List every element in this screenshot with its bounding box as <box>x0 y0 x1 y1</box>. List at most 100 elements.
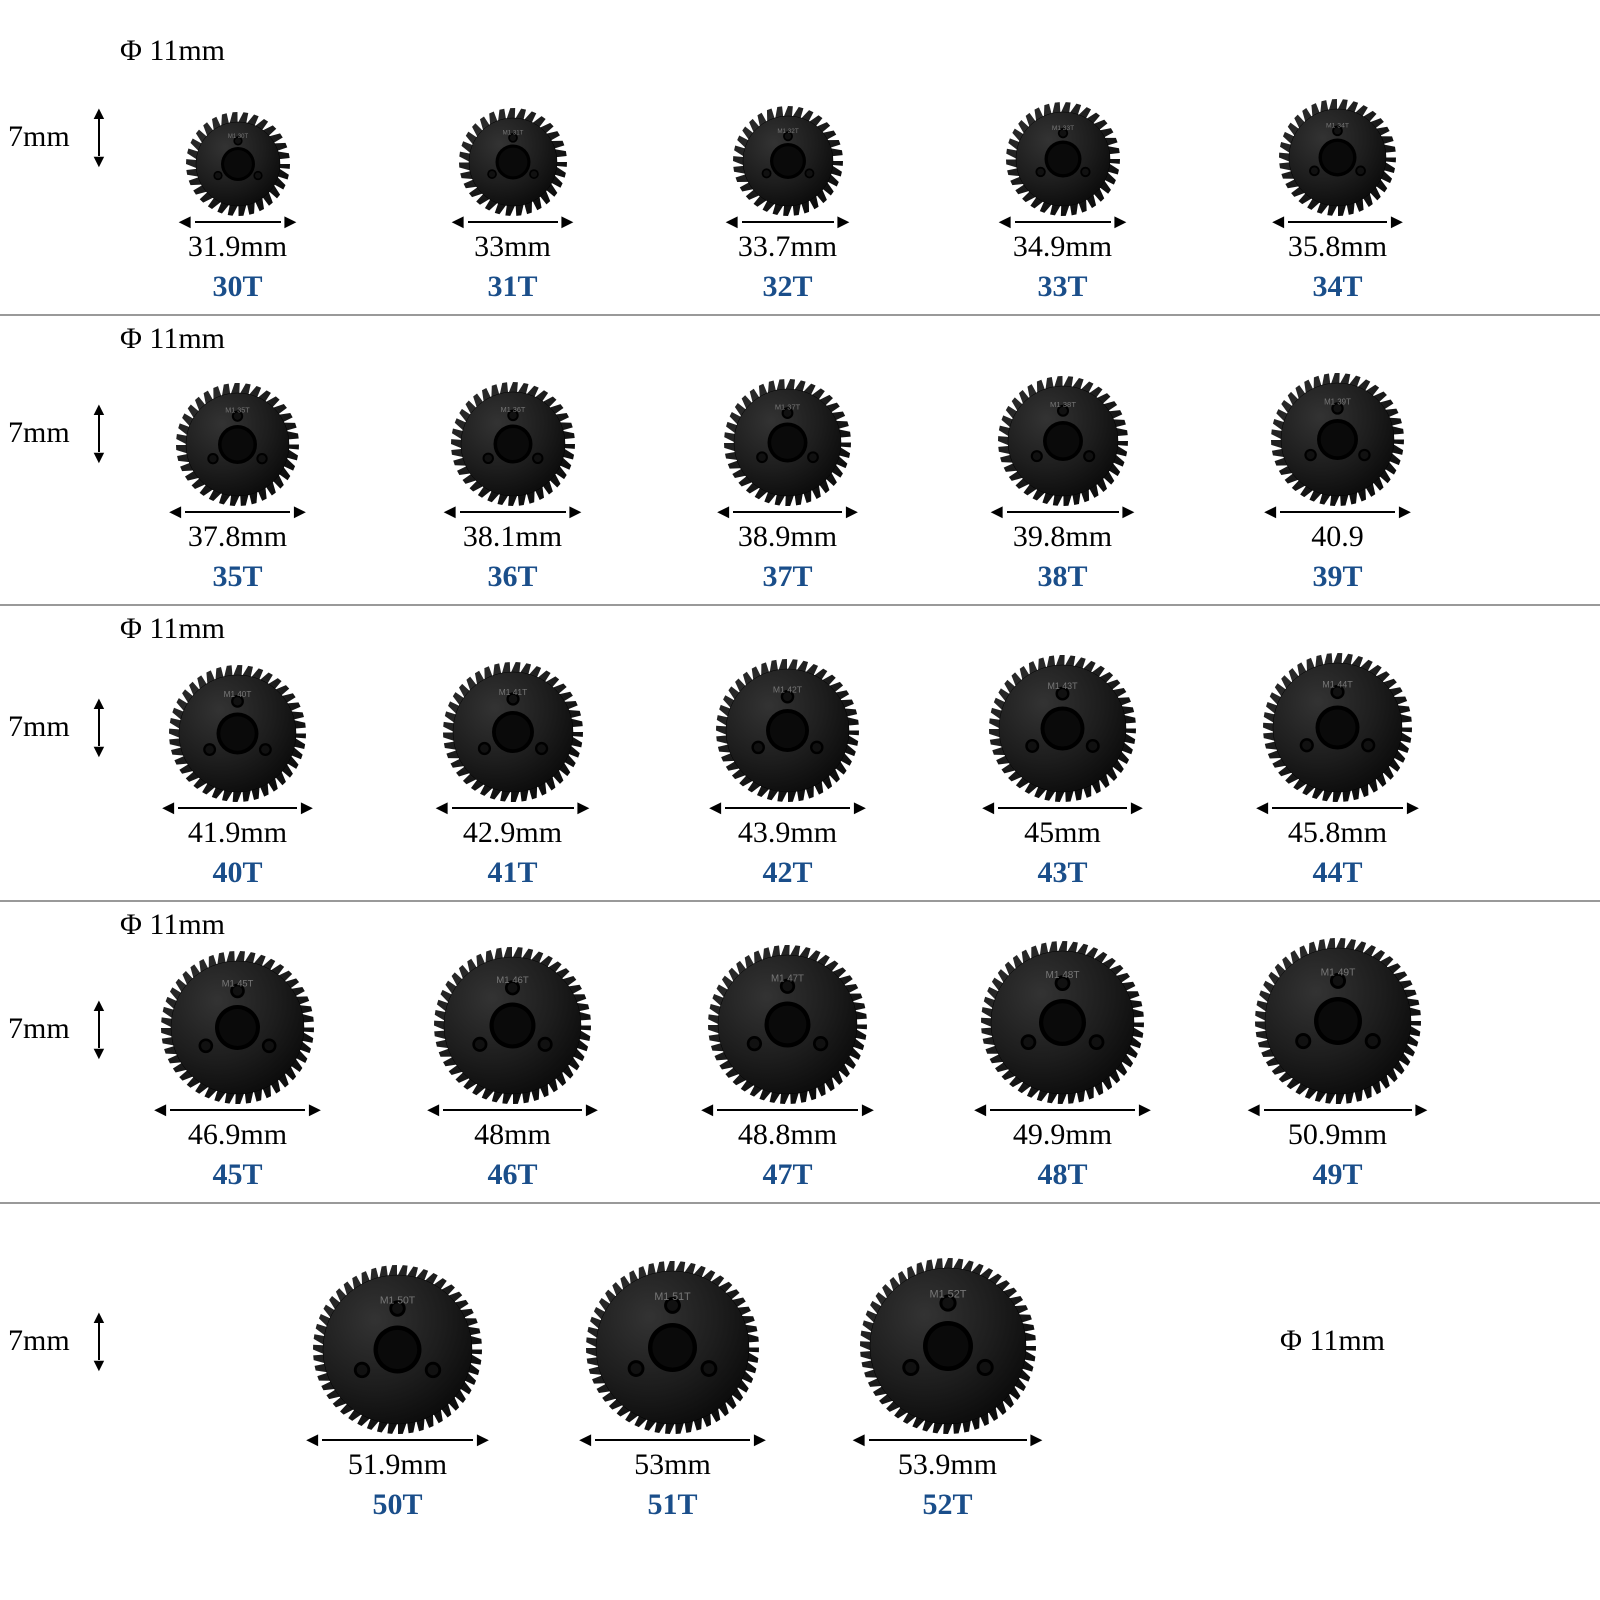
tooth-count-label: 37T <box>762 560 812 594</box>
svg-text:M1 50T: M1 50T <box>380 1295 416 1306</box>
svg-text:M1 34T: M1 34T <box>1326 122 1349 129</box>
diameter-arrow-icon: ◄► <box>1244 1106 1432 1114</box>
gear-icon: M1 36T <box>451 382 575 506</box>
svg-text:M1 36T: M1 36T <box>500 405 525 414</box>
row-inner: M1 35T ◄►37.8mm35T M1 36T ◄►38.1mm36T <box>0 316 1600 604</box>
diameter-arrow-icon: ◄► <box>158 804 317 812</box>
tooth-count-label: 44T <box>1312 856 1362 890</box>
gear-icon: M1 32T <box>733 106 843 216</box>
gear-row: Φ 11mm7mm▲▼ M1 45T ◄►46.9mm45T M1 46T <box>0 902 1600 1204</box>
bore-diameter-label: Φ 11mm <box>120 612 225 646</box>
gear-icon: M1 46T <box>434 947 591 1104</box>
svg-text:M1 33T: M1 33T <box>1051 125 1073 132</box>
gear-cell: M1 41T ◄►42.9mm41T <box>375 652 650 900</box>
gear-cell: M1 47T ◄►48.8mm47T <box>650 935 925 1202</box>
diameter-arrow-icon: ◄► <box>970 1106 1155 1114</box>
diameter-label: 33mm <box>474 230 551 264</box>
tooth-count-label: 52T <box>922 1488 972 1522</box>
gear-icon: M1 52T <box>860 1258 1036 1434</box>
gear-icon: M1 37T <box>724 379 851 506</box>
gear-icon: M1 48T <box>981 941 1144 1104</box>
svg-text:M1 52T: M1 52T <box>929 1289 966 1301</box>
gear-cell: M1 43T ◄►45mm43T <box>925 645 1200 900</box>
svg-text:M1 51T: M1 51T <box>654 1291 691 1303</box>
tooth-count-label: 36T <box>487 560 537 594</box>
thickness-arrow-icon: ▲▼ <box>90 404 108 462</box>
tooth-count-label: 42T <box>762 856 812 890</box>
svg-text:M1 32T: M1 32T <box>777 128 799 135</box>
diameter-label: 41.9mm <box>188 816 287 850</box>
thickness-label: 7mm <box>8 710 70 744</box>
diameter-label: 48mm <box>474 1118 551 1152</box>
gear-cell: M1 48T ◄► 49.9mm 48T <box>925 931 1200 1202</box>
diameter-label: 40.9 <box>1311 520 1364 554</box>
tooth-count-label: 39T <box>1312 560 1362 594</box>
row-inner: M1 50T ◄►51.9mm50T M1 51T ◄►53mm51T <box>0 1204 1600 1532</box>
bore-diameter-label: Φ 11mm <box>120 322 225 356</box>
gear-cell: M1 36T ◄►38.1mm36T <box>375 372 650 604</box>
tooth-count-label: 49T <box>1312 1158 1362 1192</box>
svg-text:M1 46T: M1 46T <box>496 975 529 986</box>
row-inner: M1 45T ◄►46.9mm45T M1 46T ◄►48mm46T <box>0 902 1600 1202</box>
row-inner: M1 40T ◄► 41.9mm 40T M1 41T ◄►42.9mm41T <box>0 606 1600 900</box>
tooth-count-label: 40T <box>212 856 262 890</box>
gear-cell: M1 32T ◄►33.7mm32T <box>650 96 925 314</box>
tooth-count-label: 50T <box>372 1488 422 1522</box>
diameter-arrow-icon: ◄► <box>175 218 301 226</box>
thickness-arrow-icon: ▲▼ <box>90 1312 108 1370</box>
diameter-arrow-icon: ◄► <box>722 218 854 226</box>
gear-cell: M1 30T ◄►31.9mm30T <box>100 102 375 314</box>
gear-icon: M1 49T <box>1255 938 1421 1104</box>
diameter-arrow-icon: ◄► <box>1252 804 1423 812</box>
gear-row: Φ 11mm7mm▲▼ M1 35T ◄►37.8mm35T M1 36T <box>0 316 1600 606</box>
diameter-arrow-icon: ◄► <box>432 804 594 812</box>
tooth-count-label: 51T <box>647 1488 697 1522</box>
tooth-count-label: 38T <box>1037 560 1087 594</box>
diameter-label: 45.8mm <box>1288 816 1387 850</box>
diameter-arrow-icon: ◄► <box>440 508 586 516</box>
gear-cell: M1 37T ◄►38.9mm37T <box>650 369 925 604</box>
svg-text:M1 40T: M1 40T <box>224 690 252 699</box>
tooth-count-label: 41T <box>487 856 537 890</box>
gear-icon: M1 34T <box>1279 99 1396 216</box>
gear-cell: M1 44T ◄► 45.8mm 44T <box>1200 643 1475 900</box>
diameter-label: 45mm <box>1024 816 1101 850</box>
diameter-arrow-icon: ◄► <box>978 804 1147 812</box>
bore-diameter-label: Φ 11mm <box>120 908 225 942</box>
gear-icon: M1 30T <box>186 112 290 216</box>
tooth-count-label: 45T <box>212 1158 262 1192</box>
svg-text:M1 37T: M1 37T <box>775 402 801 411</box>
tooth-count-label: 47T <box>762 1158 812 1192</box>
gear-row: Φ 11mm7mm▲▼ M1 50T ◄►51.9mm50T M1 51T <box>0 1204 1600 1532</box>
gear-cell: M1 40T ◄► 41.9mm 40T <box>100 655 375 900</box>
bore-diameter-label: Φ 11mm <box>1280 1324 1385 1358</box>
diameter-arrow-icon: ◄► <box>150 1106 325 1114</box>
svg-text:M1 35T: M1 35T <box>225 406 250 415</box>
gear-icon: M1 44T <box>1263 653 1412 802</box>
gear-cell: M1 46T ◄►48mm46T <box>375 937 650 1202</box>
gear-icon: M1 41T <box>443 662 583 802</box>
gear-cell: M1 33T ◄►34.9mm33T <box>925 92 1200 314</box>
gear-icon: M1 51T <box>586 1261 759 1434</box>
gear-icon: M1 45T <box>161 951 314 1104</box>
tooth-count-label: 48T <box>1037 1158 1087 1192</box>
diameter-arrow-icon: ◄► <box>423 1106 602 1114</box>
gear-icon: M1 47T <box>708 945 867 1104</box>
gear-icon: M1 35T <box>176 383 299 506</box>
diameter-arrow-icon: ◄► <box>849 1436 1047 1444</box>
diameter-label: 53mm <box>634 1448 711 1482</box>
gear-cell: M1 35T ◄►37.8mm35T <box>100 373 375 604</box>
diameter-label: 49.9mm <box>1013 1118 1112 1152</box>
svg-text:M1 41T: M1 41T <box>498 687 526 697</box>
gear-icon: M1 50T <box>313 1265 482 1434</box>
thickness-label: 7mm <box>8 120 70 154</box>
gear-cell: M1 49T ◄►50.9mm49T <box>1200 928 1475 1202</box>
gear-row: Φ 11mm7mm▲▼ M1 30T ◄►31.9mm30T M1 31T <box>0 28 1600 316</box>
svg-text:M1 39T: M1 39T <box>1324 397 1351 406</box>
diameter-arrow-icon: ◄► <box>995 218 1131 226</box>
diameter-arrow-icon: ◄► <box>1268 218 1407 226</box>
svg-text:M1 43T: M1 43T <box>1047 681 1078 691</box>
svg-text:M1 47T: M1 47T <box>771 973 804 984</box>
gear-cell: M1 51T ◄►53mm51T <box>535 1251 810 1532</box>
gear-cell: M1 45T ◄►46.9mm45T <box>100 941 375 1202</box>
